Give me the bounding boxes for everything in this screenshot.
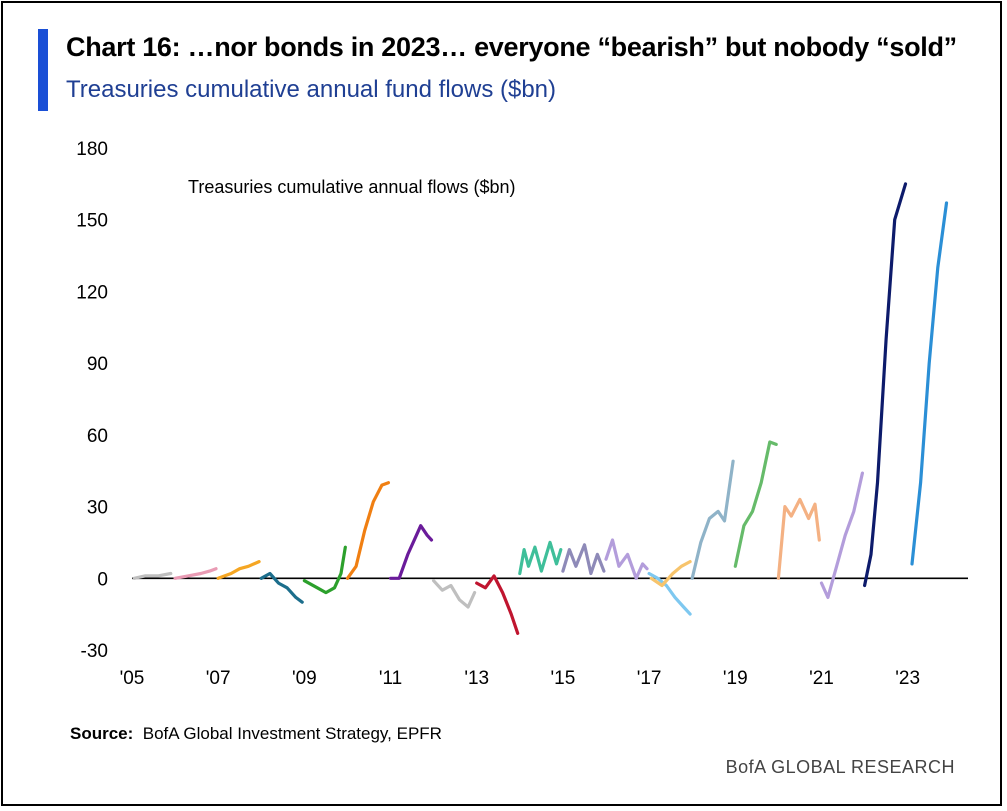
x-tick-label: '13 xyxy=(464,668,489,689)
x-tick-label: '23 xyxy=(895,668,920,689)
x-tick-label: '09 xyxy=(292,668,317,689)
y-tick-label: 60 xyxy=(87,426,108,447)
y-axis-ticks: 180 150 120 90 60 30 0 -30 xyxy=(76,139,108,662)
series-line xyxy=(345,481,390,580)
series-line xyxy=(475,574,520,635)
chart-title: Chart 16: …nor bonds in 2023… everyone “… xyxy=(66,32,957,62)
series-line xyxy=(910,201,949,566)
series-line xyxy=(862,182,908,588)
series-line xyxy=(647,571,692,616)
brand-label: BofA GLOBAL RESEARCH xyxy=(725,757,955,777)
y-tick-label: 30 xyxy=(87,498,108,519)
inner-chart-title: Treasuries cumulative annual flows ($bn) xyxy=(188,177,515,197)
y-tick-label: 90 xyxy=(87,354,108,375)
x-tick-label: '07 xyxy=(206,668,231,689)
y-tick-label: -30 xyxy=(81,641,108,662)
x-tick-label: '21 xyxy=(809,668,834,689)
series-line xyxy=(776,497,821,580)
accent-bar xyxy=(38,29,48,111)
series-line xyxy=(690,459,735,580)
x-tick-label: '19 xyxy=(723,668,748,689)
series-group xyxy=(132,182,949,635)
x-tick-label: '17 xyxy=(637,668,662,689)
x-tick-label: '11 xyxy=(379,668,402,689)
y-tick-label: 180 xyxy=(76,139,108,160)
series-line xyxy=(518,540,563,576)
source-label: Source: xyxy=(70,724,134,743)
x-axis-ticks: '05 '07 '09 '11 '13 '15 '17 '19 '21 '23 xyxy=(120,668,920,689)
y-tick-label: 150 xyxy=(76,211,108,232)
series-line xyxy=(259,571,304,604)
series-line xyxy=(649,559,692,588)
x-tick-label: '15 xyxy=(551,668,576,689)
series-line xyxy=(561,543,606,576)
series-line xyxy=(819,471,865,600)
x-tick-label: '05 xyxy=(120,668,145,689)
source-note: Source: BofA Global Investment Strategy,… xyxy=(70,724,442,744)
y-tick-label: 0 xyxy=(97,569,108,590)
series-line xyxy=(389,524,434,580)
series-line xyxy=(216,559,261,580)
series-line xyxy=(733,440,778,568)
series-line xyxy=(132,571,173,580)
series-line xyxy=(432,579,477,609)
series-line xyxy=(604,538,649,580)
chart-subtitle: Treasuries cumulative annual fund flows … xyxy=(66,76,557,103)
source-text: BofA Global Investment Strategy, EPFR xyxy=(142,724,442,743)
series-line xyxy=(173,567,218,580)
y-tick-label: 120 xyxy=(76,282,108,303)
series-line xyxy=(302,545,347,595)
